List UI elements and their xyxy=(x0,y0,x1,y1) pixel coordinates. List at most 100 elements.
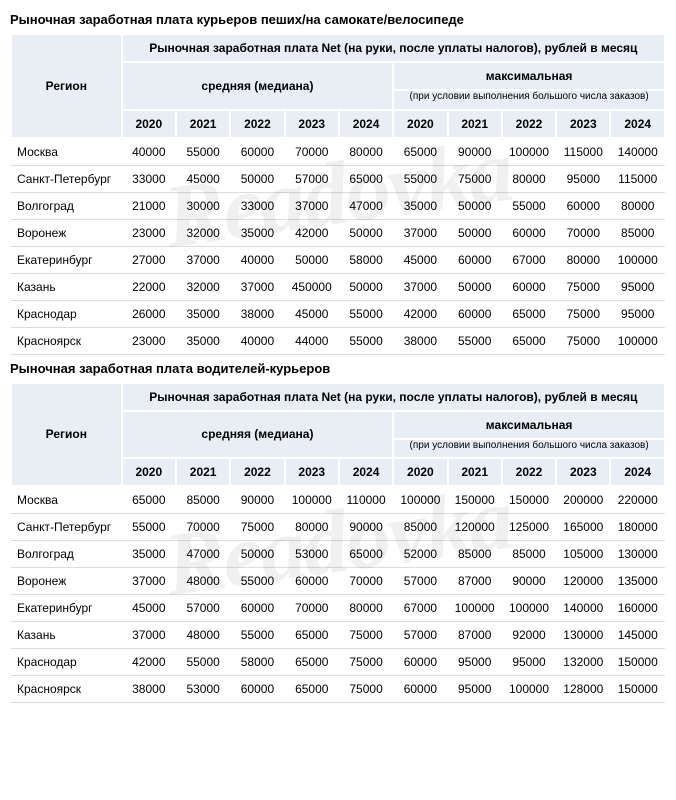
cell-median: 70000 xyxy=(339,568,393,595)
cell-median: 90000 xyxy=(339,514,393,541)
cell-median: 22000 xyxy=(122,273,176,300)
cell-median: 58000 xyxy=(230,649,284,676)
cell-max: 95000 xyxy=(556,165,610,192)
cell-median: 57000 xyxy=(285,165,339,192)
year-header: 2023 xyxy=(556,110,610,138)
cell-max: 128000 xyxy=(556,676,610,703)
cell-median: 45000 xyxy=(176,165,230,192)
cell-max: 90000 xyxy=(502,568,556,595)
cell-median: 85000 xyxy=(176,486,230,514)
cell-max: 45000 xyxy=(393,246,447,273)
cell-max: 65000 xyxy=(502,300,556,327)
region-cell: Екатеринбург xyxy=(11,595,122,622)
cell-median: 55000 xyxy=(122,514,176,541)
cell-median: 26000 xyxy=(122,300,176,327)
cell-max: 95000 xyxy=(448,649,502,676)
table-row: Москва 400005500060000700008000065000900… xyxy=(11,138,665,166)
table-row: Санкт-Петербург 550007000075000800009000… xyxy=(11,514,665,541)
cell-max: 150000 xyxy=(610,649,665,676)
region-cell: Санкт-Петербург xyxy=(11,165,122,192)
cell-median: 45000 xyxy=(122,595,176,622)
table-row: Красноярск 38000530006000065000750006000… xyxy=(11,676,665,703)
cell-median: 40000 xyxy=(230,327,284,354)
cell-max: 42000 xyxy=(393,300,447,327)
cell-median: 80000 xyxy=(339,138,393,166)
cell-max: 35000 xyxy=(393,192,447,219)
cell-median: 60000 xyxy=(230,595,284,622)
cell-median: 30000 xyxy=(176,192,230,219)
cell-median: 47000 xyxy=(176,541,230,568)
cell-max: 200000 xyxy=(556,486,610,514)
cell-median: 70000 xyxy=(285,595,339,622)
cell-max: 95000 xyxy=(448,676,502,703)
cell-median: 27000 xyxy=(122,246,176,273)
cell-max: 60000 xyxy=(448,246,502,273)
cell-max: 145000 xyxy=(610,622,665,649)
region-cell: Волгоград xyxy=(11,192,122,219)
cell-max: 57000 xyxy=(393,568,447,595)
cell-max: 85000 xyxy=(502,541,556,568)
region-cell: Краснодар xyxy=(11,649,122,676)
cell-median: 55000 xyxy=(230,622,284,649)
cell-median: 60000 xyxy=(230,676,284,703)
cell-max: 115000 xyxy=(610,165,665,192)
cell-median: 37000 xyxy=(122,568,176,595)
cell-median: 33000 xyxy=(230,192,284,219)
year-header: 2023 xyxy=(556,458,610,486)
cell-median: 90000 xyxy=(230,486,284,514)
table-row: Волгоград 210003000033000370004700035000… xyxy=(11,192,665,219)
table-row: Краснодар 260003500038000450005500042000… xyxy=(11,300,665,327)
cell-max: 60000 xyxy=(393,649,447,676)
cell-max: 92000 xyxy=(502,622,556,649)
cell-median: 53000 xyxy=(176,676,230,703)
table-row: Санкт-Петербург 330004500050000570006500… xyxy=(11,165,665,192)
table-row: Екатеринбург 450005700060000700008000067… xyxy=(11,595,665,622)
cell-max: 100000 xyxy=(393,486,447,514)
year-header: 2024 xyxy=(610,110,665,138)
cell-median: 35000 xyxy=(176,327,230,354)
table-row: Казань 370004800055000650007500057000870… xyxy=(11,622,665,649)
cell-median: 110000 xyxy=(339,486,393,514)
cell-median: 65000 xyxy=(285,676,339,703)
cell-median: 42000 xyxy=(285,219,339,246)
table-title: Рыночная заработная плата курьеров пеших… xyxy=(10,12,666,27)
header-max-note: (при условии выполнения большого числа з… xyxy=(393,90,665,110)
cell-median: 38000 xyxy=(230,300,284,327)
salary-table: Регион Рыночная заработная плата Net (на… xyxy=(10,382,666,704)
cell-max: 65000 xyxy=(502,327,556,354)
cell-median: 65000 xyxy=(122,486,176,514)
cell-max: 140000 xyxy=(556,595,610,622)
year-header: 2023 xyxy=(285,458,339,486)
cell-max: 55000 xyxy=(502,192,556,219)
cell-max: 67000 xyxy=(502,246,556,273)
cell-max: 160000 xyxy=(610,595,665,622)
cell-median: 75000 xyxy=(339,676,393,703)
cell-max: 75000 xyxy=(448,165,502,192)
cell-median: 80000 xyxy=(339,595,393,622)
header-max: максимальная xyxy=(393,62,665,90)
cell-max: 95000 xyxy=(610,273,665,300)
year-header: 2020 xyxy=(122,110,176,138)
year-header: 2021 xyxy=(448,110,502,138)
table-row: Екатеринбург 270003700040000500005800045… xyxy=(11,246,665,273)
cell-median: 50000 xyxy=(230,541,284,568)
cell-median: 65000 xyxy=(339,165,393,192)
region-cell: Красноярск xyxy=(11,676,122,703)
cell-median: 100000 xyxy=(285,486,339,514)
cell-median: 70000 xyxy=(176,514,230,541)
cell-max: 150000 xyxy=(610,676,665,703)
cell-median: 53000 xyxy=(285,541,339,568)
cell-median: 75000 xyxy=(230,514,284,541)
cell-median: 65000 xyxy=(339,541,393,568)
table-wrap: Регион Рыночная заработная плата Net (на… xyxy=(10,33,666,355)
cell-max: 57000 xyxy=(393,622,447,649)
cell-max: 115000 xyxy=(556,138,610,166)
region-cell: Москва xyxy=(11,138,122,166)
cell-median: 37000 xyxy=(285,192,339,219)
cell-max: 60000 xyxy=(502,219,556,246)
table-row: Москва 650008500090000100000110000100000… xyxy=(11,486,665,514)
cell-median: 23000 xyxy=(122,219,176,246)
cell-max: 87000 xyxy=(448,622,502,649)
year-header: 2022 xyxy=(502,110,556,138)
cell-max: 180000 xyxy=(610,514,665,541)
